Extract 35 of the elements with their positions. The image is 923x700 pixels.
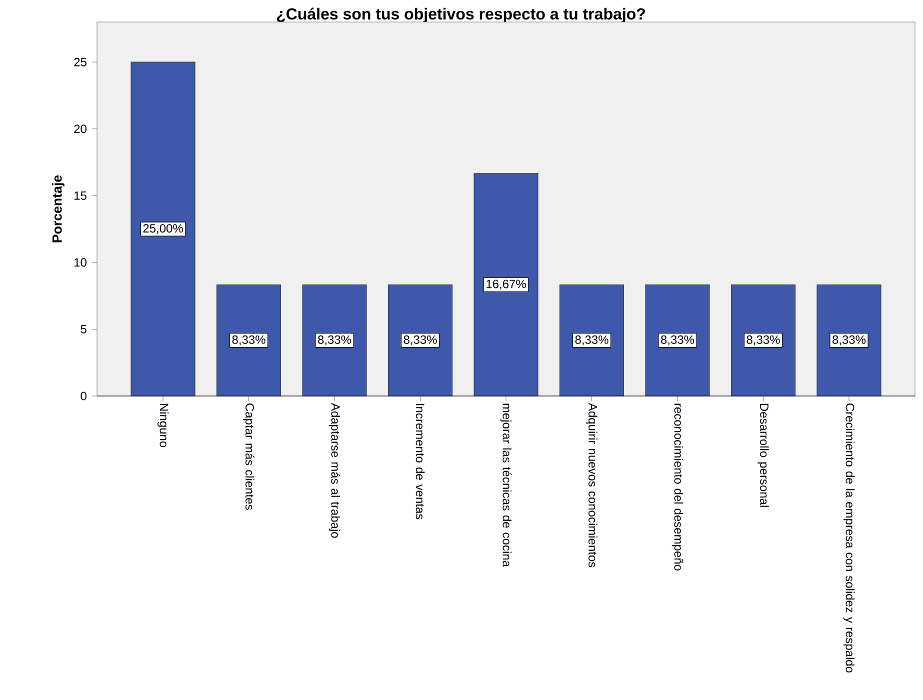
y-tick-label: 15 [74, 191, 86, 200]
x-tick-label: Incremento de ventas [416, 404, 425, 520]
data-label: 8,33% [318, 335, 352, 346]
y-tick-label: 10 [74, 258, 86, 267]
data-label: 8,33% [404, 335, 437, 346]
bar [645, 284, 710, 396]
x-tick-label: Crecimiento de la empresa con solidez y respaldo [843, 404, 855, 673]
x-tick-label: Ninguno [157, 404, 169, 448]
y-tick-label: 20 [74, 124, 86, 134]
x-tick-label: Adquirir nuevos conocimientos [586, 402, 598, 568]
bar [130, 62, 196, 396]
x-tick-label: Desarrollo personal [758, 404, 769, 507]
bar [216, 284, 282, 396]
x-tick-label: Adaptarse más al trabajo [328, 402, 340, 538]
x-tick-label: Captar más clientes [243, 404, 254, 510]
data-label: 8,33% [575, 335, 608, 346]
data-label: 8,33% [232, 335, 266, 346]
y-tick-label: 0 [80, 392, 86, 400]
data-label: 25,00% [143, 224, 183, 234]
bar [730, 284, 796, 396]
y-tick-label: 25 [74, 58, 86, 66]
bar [474, 173, 538, 396]
data-label: 8,33% [661, 335, 694, 346]
chart-title: ¿Cuáles son tus objetivos respecto a tu trabajo? [276, 8, 645, 23]
data-label: 16,67% [486, 280, 526, 290]
bar [559, 284, 624, 396]
bar [816, 284, 882, 396]
x-tick-label: reconocimiento del desempeño [672, 404, 684, 570]
data-label: 8,33% [832, 335, 866, 346]
y-tick-label: 5 [80, 325, 86, 334]
x-tick-label: mejorar las técnicas de cocina [500, 404, 512, 567]
bar [388, 284, 453, 396]
bar [302, 284, 367, 396]
y-axis-title: Porcentaje [52, 175, 64, 242]
data-label: 8,33% [746, 335, 780, 346]
